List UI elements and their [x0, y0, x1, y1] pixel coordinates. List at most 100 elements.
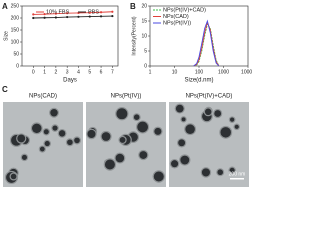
y-tick-label: 150 [11, 27, 20, 33]
point [32, 13, 35, 16]
particle [58, 130, 66, 137]
particle [139, 151, 148, 159]
legend-label: NPs(Pt(IV)) [163, 20, 191, 26]
particle [171, 160, 179, 168]
y-tick-label: 200 [11, 15, 20, 21]
y-axis-label: Intensity(Percent) [131, 16, 137, 56]
point [43, 13, 46, 16]
series-line [193, 19, 220, 67]
point [54, 16, 57, 19]
particle [74, 137, 80, 144]
panel-label: B [130, 2, 136, 11]
particle [220, 127, 231, 138]
point [99, 11, 103, 14]
y-tick-label: 15 [141, 18, 147, 24]
image-label: NPs(Pt(IV)+CAD) [186, 94, 233, 100]
x-tick-label: 4 [77, 69, 80, 75]
particle [153, 171, 164, 182]
point [77, 15, 80, 18]
particle [10, 173, 17, 180]
particle [175, 104, 184, 113]
particle [67, 139, 73, 146]
particle [32, 123, 42, 134]
scale-bar [230, 178, 244, 180]
page: A 0 50 100 150 200 250 0 1 2 3 4 5 6 7 Days Size 10% FBS P… [2, 2, 252, 187]
plot-frame [21, 5, 119, 67]
x-tick-label: 1 [43, 69, 46, 75]
point [99, 15, 103, 18]
particle [214, 110, 222, 117]
particle [44, 140, 50, 147]
x-tick-label: 5 [88, 69, 91, 75]
particle [52, 125, 58, 131]
particle [154, 127, 162, 135]
particle [230, 117, 235, 122]
particle [229, 167, 235, 173]
particle [101, 132, 111, 141]
x-tick-label: 3 [66, 69, 69, 75]
legend-label: 10% FBS [46, 9, 70, 15]
legend-label: NPs(Pt(IV)+CAD) [163, 7, 206, 13]
y-tick-label: 250 [11, 3, 20, 9]
image-label: NPs(CAD) [29, 94, 57, 100]
x-tick-label: 10 [172, 69, 178, 75]
particle [119, 137, 126, 143]
point [66, 15, 69, 19]
particle [115, 153, 125, 163]
legend-label: PBS [88, 9, 99, 15]
point [32, 16, 35, 20]
y-axis-label: Size [3, 31, 9, 41]
point [88, 11, 91, 14]
x-tick-label: 1 [149, 69, 152, 75]
particle [234, 124, 239, 129]
series-line [33, 11, 113, 15]
particle [87, 129, 96, 139]
particle [181, 117, 186, 122]
y-tick-label: 10 [141, 33, 147, 39]
y-tick-label: 50 [13, 51, 19, 57]
x-tick-label: 2 [54, 69, 57, 75]
y-tick-label: 100 [11, 39, 20, 45]
point [111, 14, 114, 18]
x-tick-label: 1000 [218, 69, 229, 75]
point [66, 12, 69, 15]
panel-label: A [2, 2, 8, 11]
series-line [33, 15, 113, 19]
x-tick-label: 6 [100, 69, 103, 75]
series-line [193, 22, 220, 67]
particle [21, 154, 28, 160]
y-tick-label: 5 [144, 48, 147, 54]
y-tick-label: 0 [144, 63, 147, 69]
particle [133, 114, 140, 120]
particle [104, 159, 115, 170]
particle [116, 108, 128, 120]
point [111, 10, 114, 13]
y-tick-label: 0 [16, 63, 19, 69]
x-axis-label: Size(d.nm) [184, 78, 213, 84]
point [54, 12, 57, 15]
series-line [193, 21, 220, 67]
legend-label: NPs(CAD) [163, 14, 189, 20]
particle [180, 155, 190, 165]
particle [178, 139, 186, 147]
particle [50, 108, 58, 117]
particle [137, 121, 148, 133]
x-tick-label: 7 [111, 69, 114, 75]
particle [39, 146, 45, 152]
y-tick-label: 20 [141, 3, 147, 9]
x-tick-label: 100 [195, 69, 204, 75]
particle [204, 108, 212, 116]
image-label: NPs(Pt(IV)) [111, 94, 142, 100]
scale-bar-label: 200 nm [229, 171, 246, 177]
particle [201, 168, 210, 177]
particle [217, 169, 224, 176]
x-tick-label: 10000 [241, 69, 252, 75]
panel-label: C [2, 85, 8, 94]
particle [185, 124, 195, 134]
particle [17, 134, 26, 143]
particle [43, 129, 49, 135]
point [88, 15, 91, 18]
x-axis-label: Days [63, 78, 77, 84]
x-tick-label: 0 [32, 69, 35, 75]
